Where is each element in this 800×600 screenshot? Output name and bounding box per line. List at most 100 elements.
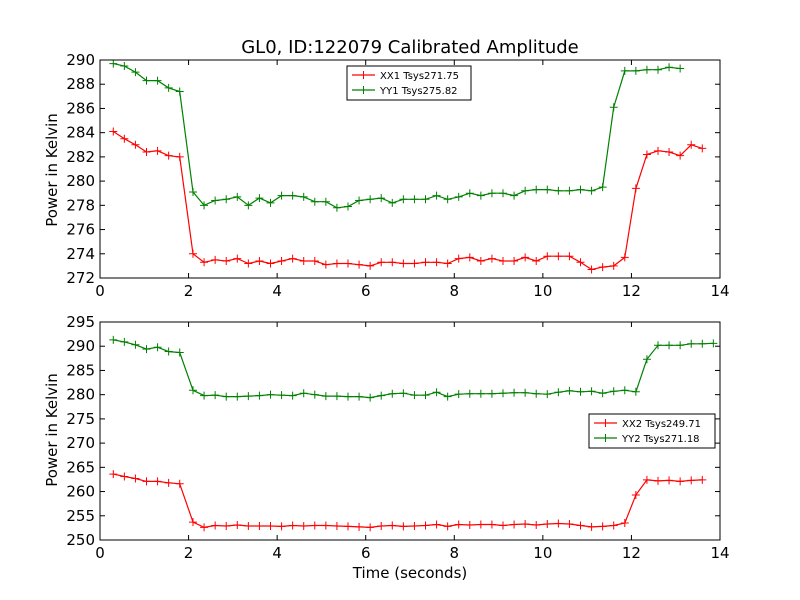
x-tick-label: 2 [184, 282, 194, 300]
y-tick-label: 272 [66, 269, 95, 287]
data-point [465, 189, 474, 198]
data-point [687, 339, 696, 348]
data-point [676, 477, 685, 486]
data-point [421, 195, 430, 204]
data-point [587, 265, 596, 274]
data-point [288, 521, 297, 530]
data-point [244, 392, 253, 401]
data-point [665, 63, 674, 72]
bottom-plot: Power in Kelvin Time (seconds) 0 2 4 6 8 10 12… [43, 313, 730, 582]
data-point [388, 198, 397, 207]
data-point [576, 521, 585, 530]
data-point [631, 490, 640, 499]
data-point [410, 521, 419, 530]
data-point [609, 261, 618, 270]
data-point [465, 389, 474, 398]
series-1 [109, 470, 707, 532]
data-point [620, 66, 629, 75]
data-point [631, 184, 640, 193]
legend-box [346, 65, 472, 101]
data-point [189, 188, 197, 197]
bottom-legend: XX2 Tsys249.71 YY2 Tsys271.18 [588, 413, 716, 449]
data-point [598, 263, 607, 272]
legend-label: XX2 Tsys249.71 [622, 419, 701, 430]
data-point [598, 389, 607, 398]
data-point [355, 392, 364, 401]
legend-label: YY2 Tsys271.18 [621, 434, 700, 445]
data-point [244, 201, 253, 210]
data-point [565, 520, 574, 529]
data-point [200, 391, 209, 400]
data-point [521, 186, 530, 195]
data-point [399, 195, 408, 204]
x-tick-label: 0 [95, 282, 105, 300]
data-point [399, 389, 408, 398]
data-point [587, 186, 596, 195]
data-point [222, 195, 231, 204]
legend-label: YY1 Tsys275.82 [379, 86, 458, 97]
data-point [200, 201, 209, 210]
data-point [654, 341, 662, 350]
x-tick-label: 6 [361, 544, 371, 562]
data-point [554, 252, 563, 261]
legend-marker [601, 419, 610, 427]
top-plot: GL0, ID:122079 Calibrated Amplitude Powe… [43, 37, 730, 300]
data-point [299, 257, 308, 266]
data-point [476, 389, 485, 398]
x-tick-label: 10 [533, 282, 552, 300]
data-point [344, 522, 352, 531]
data-point [266, 390, 275, 399]
data-point [244, 521, 253, 530]
legend-marker [359, 71, 368, 79]
data-point [698, 339, 707, 348]
data-point [454, 520, 463, 529]
data-point [443, 195, 452, 204]
data-point [355, 522, 364, 531]
data-point [465, 520, 474, 529]
data-point [487, 389, 496, 398]
data-point [153, 146, 162, 155]
data-point [153, 477, 162, 486]
data-point [266, 259, 275, 268]
data-point [355, 260, 364, 269]
x-tick-label: 0 [95, 544, 105, 562]
data-point [366, 393, 375, 402]
y-tick-label: 285 [66, 361, 95, 379]
x-tick-label: 4 [272, 282, 282, 300]
data-point [211, 196, 220, 205]
data-point [277, 191, 286, 200]
y-tick-label: 255 [66, 507, 95, 525]
x-tick-label: 12 [622, 544, 641, 562]
x-tick-label: 14 [710, 544, 729, 562]
y-tick-label: 286 [66, 99, 95, 117]
data-point [676, 64, 685, 73]
series-line [113, 63, 681, 209]
data-point [631, 387, 640, 396]
legend-marker [601, 434, 610, 442]
data-point [109, 127, 118, 136]
data-point [521, 253, 530, 262]
data-point [288, 191, 297, 200]
x-tick-label: 6 [361, 282, 371, 300]
data-point [565, 386, 574, 395]
data-point [532, 520, 541, 529]
data-point [421, 521, 430, 530]
data-point [642, 475, 651, 484]
plot-frame [99, 321, 721, 541]
data-point [344, 392, 352, 401]
data-point [109, 335, 118, 344]
data-point [255, 521, 264, 530]
data-point [321, 260, 330, 269]
data-point [642, 65, 651, 74]
data-point [709, 339, 718, 348]
top-y-axis-label: Power in Kelvin [43, 113, 61, 227]
data-point [233, 520, 242, 529]
data-point [222, 257, 231, 266]
data-point [410, 195, 419, 204]
data-point [510, 257, 519, 266]
data-point [109, 470, 118, 479]
legend-entry: YY1 Tsys275.82 [352, 86, 458, 97]
data-point [175, 479, 184, 488]
data-point [332, 392, 341, 401]
